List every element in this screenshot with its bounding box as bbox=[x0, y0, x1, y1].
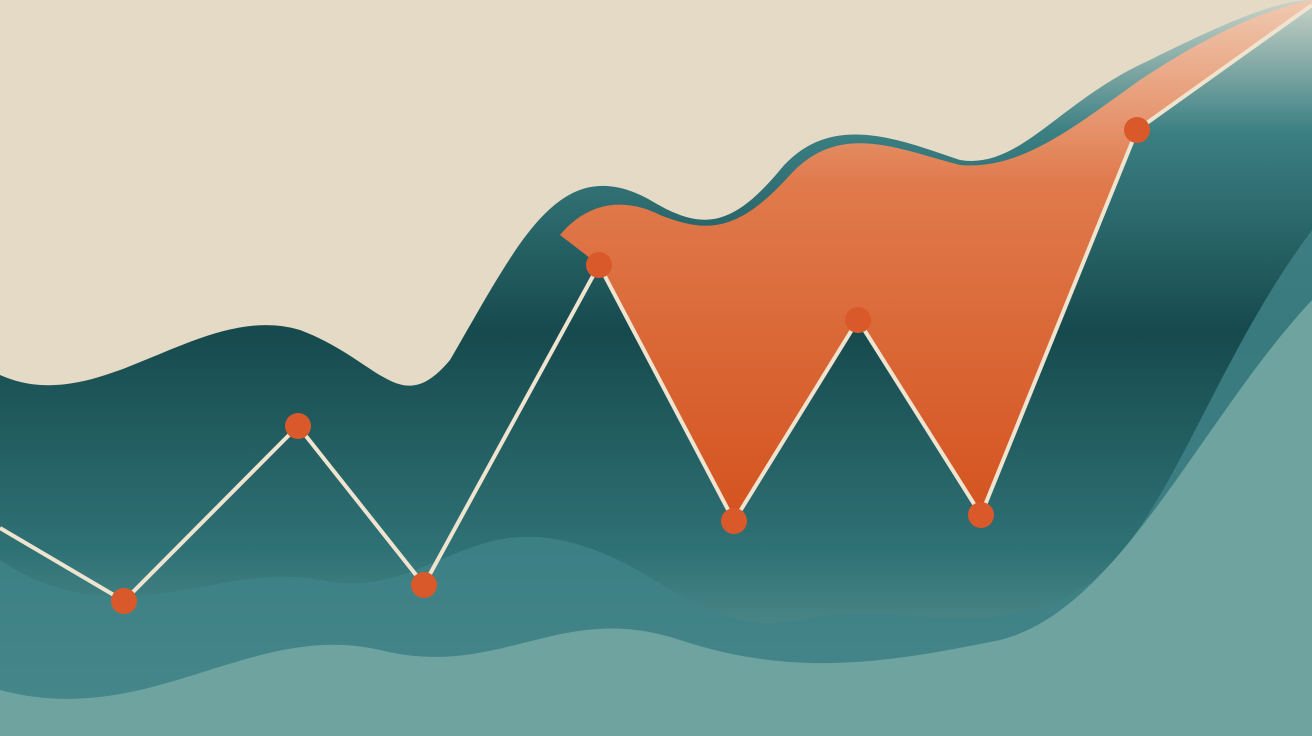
data-point-marker-2 bbox=[285, 413, 311, 439]
data-point-marker-1 bbox=[111, 588, 137, 614]
data-point-marker-5 bbox=[721, 508, 747, 534]
bottom-teal-wave bbox=[0, 300, 1312, 736]
series-line bbox=[0, 3, 1312, 603]
lower-teal-wave bbox=[0, 230, 1312, 736]
data-point-marker-3 bbox=[411, 572, 437, 598]
line-series bbox=[0, 3, 1312, 614]
data-point-marker-6 bbox=[845, 307, 871, 333]
data-point-marker-4 bbox=[586, 252, 612, 278]
data-point-marker-8 bbox=[1124, 117, 1150, 143]
data-point-marker-7 bbox=[968, 502, 994, 528]
orange-fill bbox=[560, 0, 1312, 521]
